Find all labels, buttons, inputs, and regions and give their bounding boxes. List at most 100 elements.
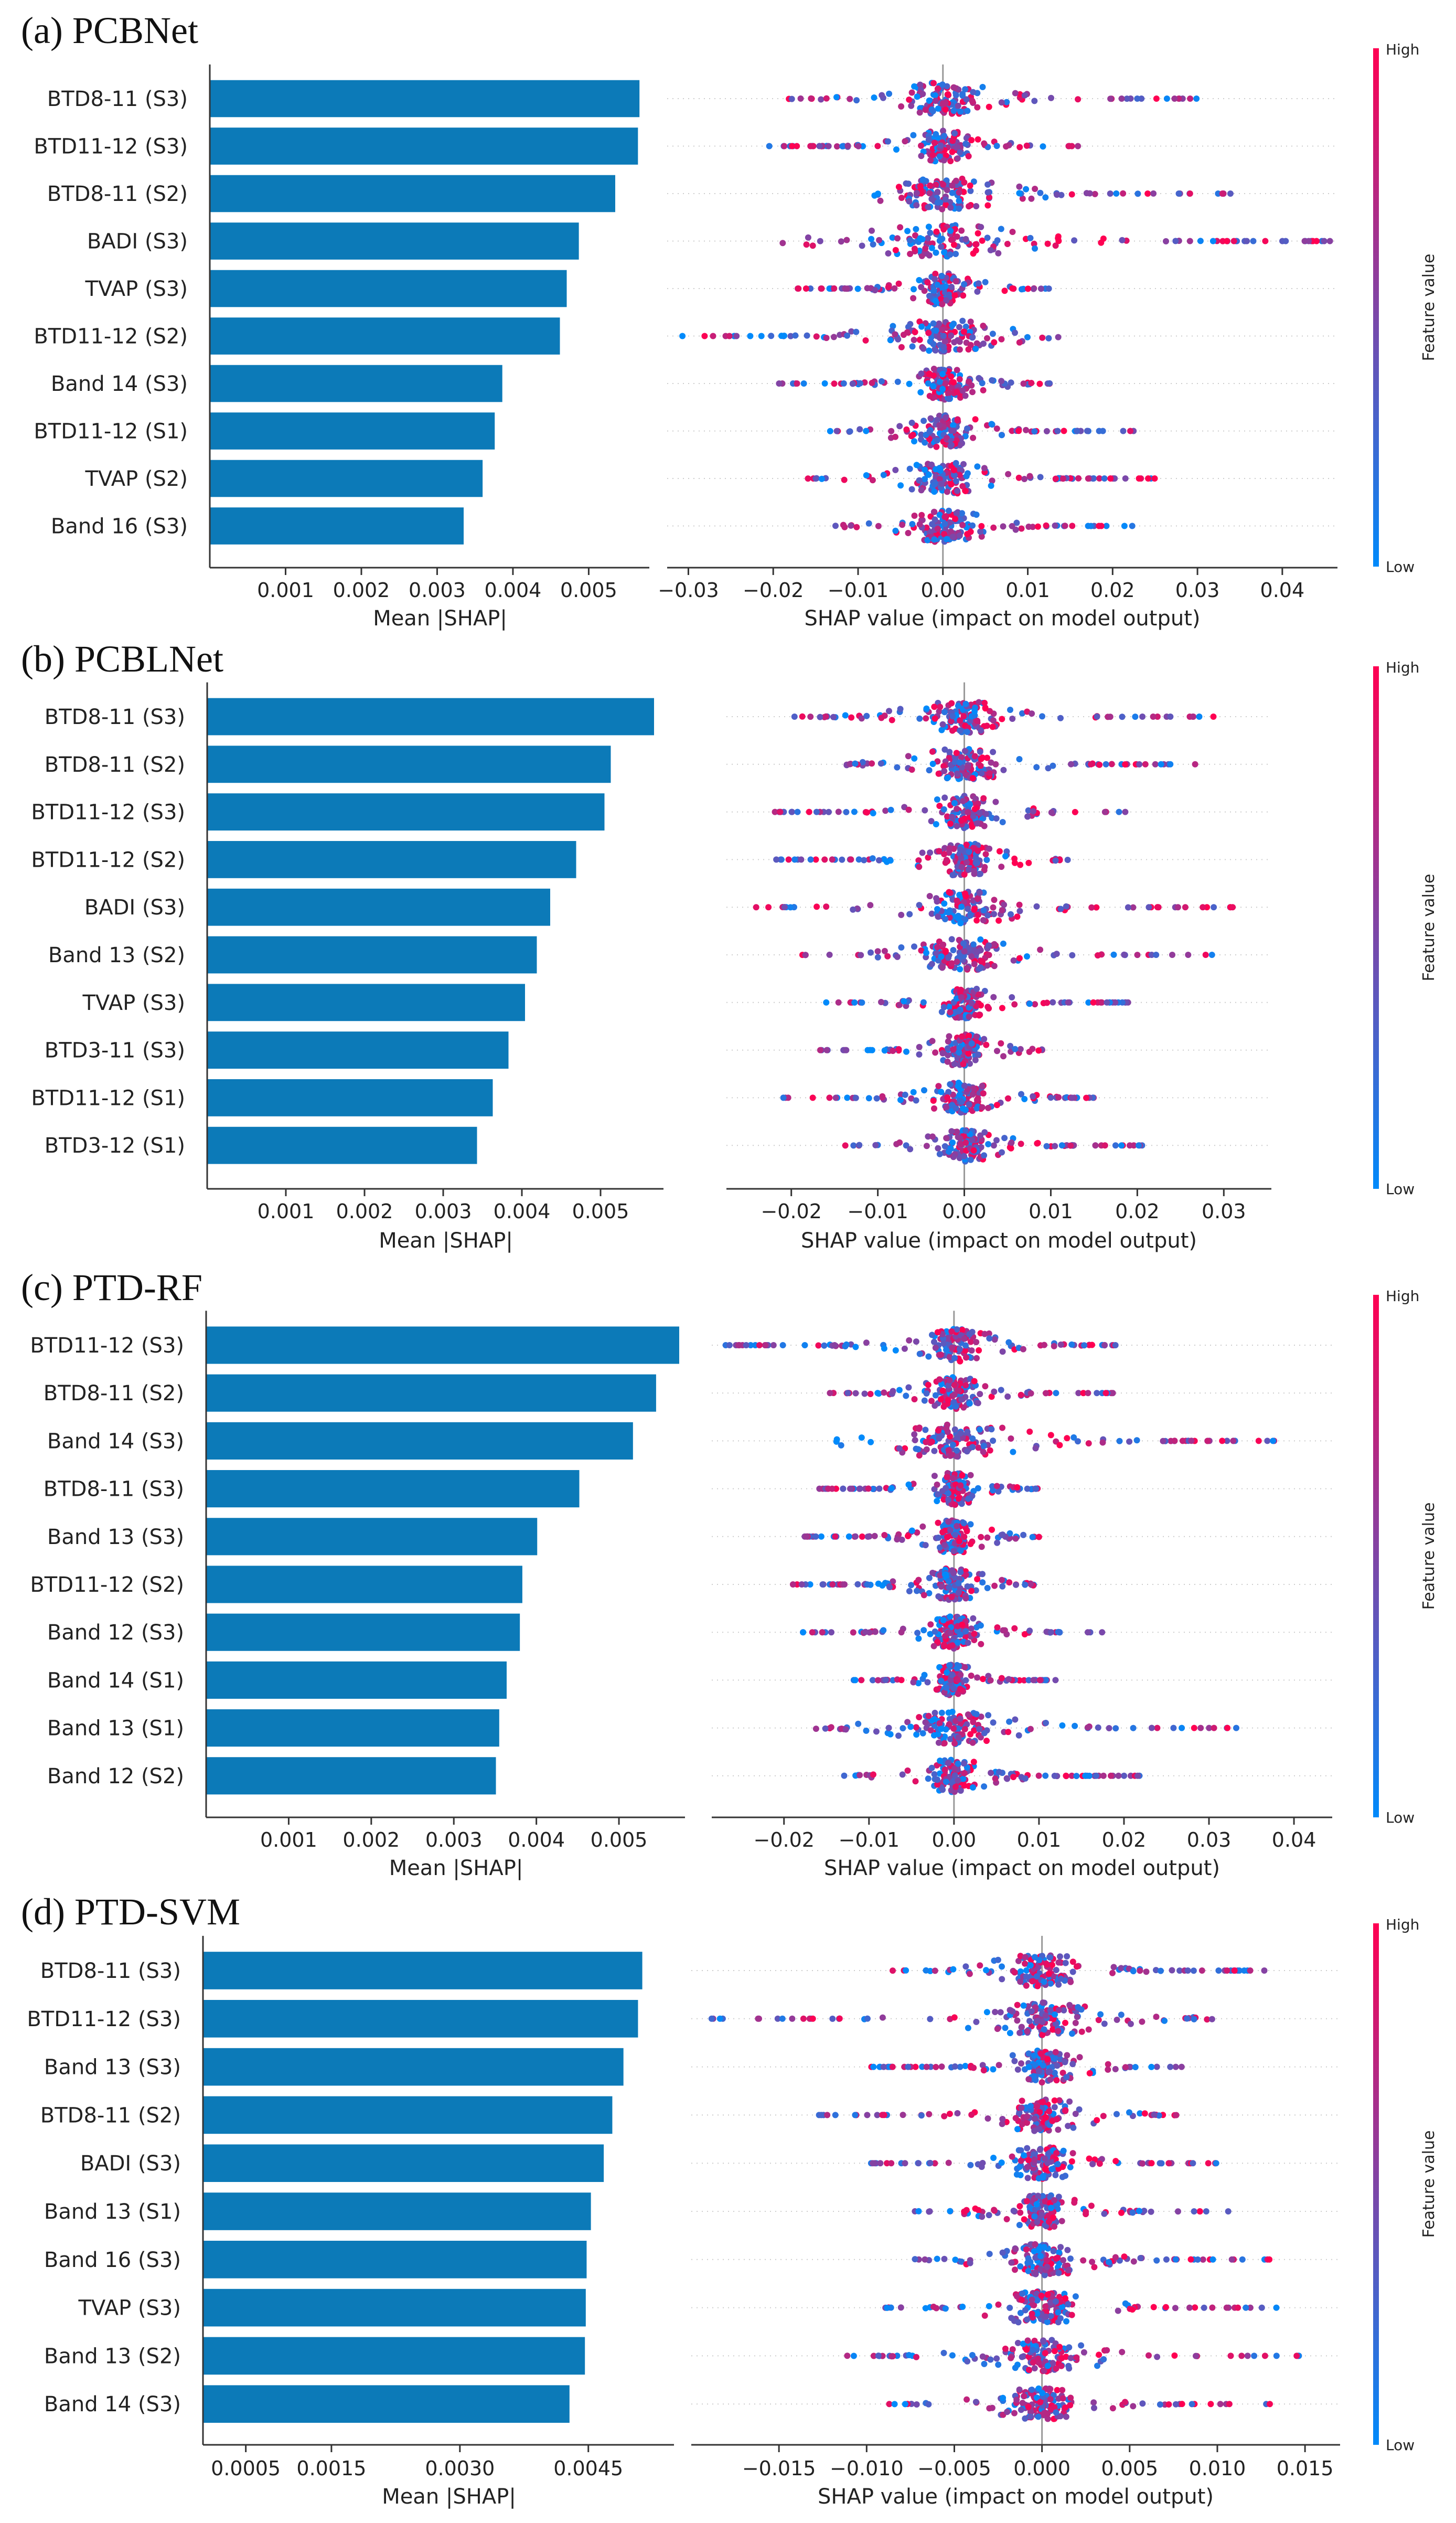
beeswarm-point [1027, 1390, 1034, 1397]
beeswarm-point [1029, 1978, 1036, 1985]
beeswarm-point [912, 1778, 919, 1785]
beeswarm-point [1144, 190, 1151, 197]
beeswarm-point [988, 759, 994, 766]
beeswarm-point [1101, 808, 1108, 815]
beeswarm-point [861, 1390, 868, 1397]
beeswarm-point [863, 1727, 870, 1734]
beeswarm-point [909, 521, 916, 527]
bar-feature-label: BTD8-11 (S2) [44, 1381, 184, 1406]
beeswarm-point [1085, 475, 1091, 482]
beeswarm-point [1036, 1677, 1043, 1684]
beeswarm-point [943, 536, 950, 542]
beeswarm-point [957, 1787, 964, 1794]
beeswarm-point [1175, 190, 1182, 197]
beeswarm-point [918, 284, 925, 291]
beeswarm-point [948, 960, 955, 967]
beeswarm-point [976, 1347, 982, 1354]
panel-title: (a) PCBNet [21, 9, 198, 51]
bar-btd11-12-s3- [210, 127, 638, 165]
beeswarm-point [969, 823, 976, 830]
beeswarm-point [871, 1532, 878, 1539]
beeswarm-point [726, 333, 733, 339]
beeswarm-point [967, 187, 974, 194]
beeswarm-point [950, 108, 957, 114]
beeswarm-point [925, 223, 932, 230]
beeswarm-point [911, 246, 918, 252]
beeswarm-point [915, 1680, 922, 1687]
beeswarm-point [844, 1390, 851, 1397]
beeswarm-point [1074, 2014, 1080, 2020]
beeswarm-point [1093, 1772, 1099, 1779]
beeswarm-point [961, 948, 968, 955]
beeswarm-point [855, 856, 862, 863]
beeswarm-point [946, 845, 953, 851]
beeswarm-point [984, 1004, 991, 1010]
beeswarm-point [955, 915, 961, 922]
beeswarm-point [1098, 999, 1105, 1006]
beeswarm-point [934, 898, 940, 905]
beeswarm-point [858, 1677, 865, 1684]
beeswarm-point [1013, 519, 1020, 526]
beeswarm-point [923, 1446, 930, 1453]
beeswarm-point [966, 866, 972, 873]
beeswarm-point [980, 323, 987, 329]
beeswarm-point [932, 92, 938, 99]
beeswarm-point [978, 1534, 984, 1540]
beeswarm-point [945, 1089, 952, 1095]
beeswarm-point [924, 537, 931, 544]
beeswarm-point [987, 1677, 994, 1684]
beeswarm-point [954, 1627, 961, 1634]
beeswarm-point [1155, 904, 1162, 911]
beeswarm-point [924, 279, 931, 286]
beeswarm-point [1197, 1724, 1204, 1731]
beeswarm-point [987, 247, 994, 253]
beeswarm-point [951, 130, 958, 137]
beeswarm-point [907, 1723, 914, 1730]
beeswarm-point [901, 1345, 908, 1352]
beeswarm-point [1108, 1772, 1114, 1779]
beeswarm-point [919, 176, 926, 183]
beeswarm-point [971, 906, 978, 912]
beeswarm-point [979, 83, 986, 90]
beeswarm-point [984, 962, 991, 969]
beeswarm-point [959, 1621, 966, 1628]
beeswarm-point [967, 1521, 974, 1528]
beeswarm-point [780, 1094, 787, 1101]
beeswarm-point [777, 856, 784, 863]
beeswarm-point [1003, 143, 1010, 150]
beeswarm-point [877, 197, 884, 204]
beeswarm-point [954, 389, 960, 396]
beeswarm-point [1210, 714, 1217, 720]
beeswarm-point [917, 235, 924, 242]
beeswarm-point [925, 1133, 932, 1140]
beeswarm-point [785, 856, 792, 863]
beeswarm-point [822, 1725, 829, 1732]
beeswarm-point [962, 1342, 969, 1349]
beeswarm-point [998, 99, 1005, 106]
beeswarm-point [931, 1105, 937, 1112]
beeswarm-point [875, 1390, 882, 1397]
beeswarm-point [950, 1046, 957, 1053]
beeswarm-point [1016, 1677, 1023, 1684]
beeswarm-point [956, 759, 963, 766]
beeswarm-point [984, 189, 991, 196]
beeswarm-point [967, 1060, 973, 1067]
beeswarm-point [1016, 901, 1023, 908]
beeswarm-point [1107, 95, 1114, 102]
bar-badi-s3- [207, 888, 550, 926]
beeswarm-point [977, 936, 984, 943]
beeswarm-point [819, 1629, 826, 1636]
beeswarm-point [921, 1672, 928, 1678]
beeswarm-point [1052, 242, 1059, 249]
beeswarm-point [873, 1095, 880, 1102]
beeswarm-point [972, 247, 979, 254]
beeswarm-point [960, 328, 967, 335]
beeswarm-point [992, 799, 999, 805]
beeswarm-point [986, 770, 993, 776]
beeswarm-point [905, 1532, 911, 1539]
beeswarm-point [979, 1082, 986, 1089]
beeswarm-point [956, 1346, 963, 1353]
beeswarm-point [1025, 524, 1032, 530]
beeswarm-point [991, 1388, 998, 1395]
